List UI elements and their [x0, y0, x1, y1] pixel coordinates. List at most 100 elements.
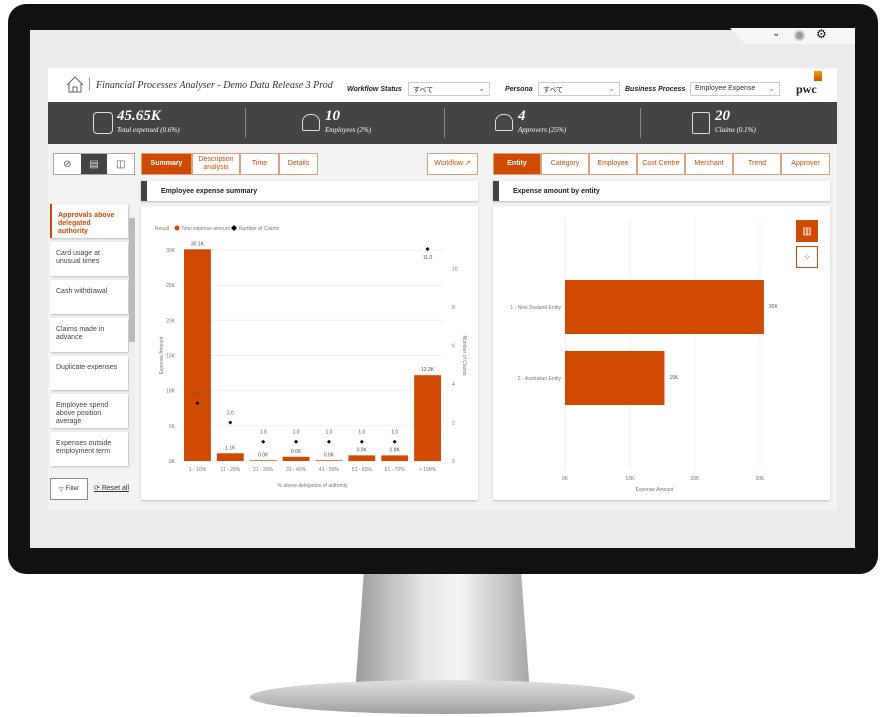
x-tick-label: 30K — [756, 476, 766, 482]
legend-item: Total expense amount — [181, 226, 231, 232]
filter-button[interactable]: ▽ Filter — [50, 478, 88, 500]
bar-chart-icon[interactable]: ▥ — [796, 220, 818, 242]
bar — [565, 351, 665, 405]
kpi-approvers-label: Approvers (25%) — [518, 126, 567, 134]
dashboard: Financial Processes Analyser - Demo Data… — [48, 68, 837, 510]
header: Financial Processes Analyser - Demo Data… — [48, 68, 837, 102]
bar — [348, 455, 376, 461]
bar-data-label: 0.6K — [291, 449, 302, 455]
x-tick-label: 10K — [626, 476, 636, 482]
sidebar-item[interactable]: Card usage at unusual times — [50, 242, 128, 276]
business-process-select[interactable]: Employee Expense ⌄ — [690, 82, 780, 96]
y-tick-label: 30K — [166, 248, 176, 254]
chevron-down-icon[interactable]: ⌄ — [772, 28, 781, 39]
tab-entity[interactable]: Entity — [493, 153, 541, 175]
sidebar-item[interactable]: Cash withdrawal — [50, 280, 128, 314]
tab-time[interactable]: Time — [240, 153, 279, 175]
entity-panel: 0K 10K 20K 30K 1 - New Zealand Entity 30K 2 - … — [493, 206, 830, 500]
x-axis-label: % above delegation of authority — [277, 483, 348, 489]
sidebar-item[interactable]: Expenses outside employment term — [50, 432, 128, 466]
kpi-approvers-value: 4 — [518, 108, 526, 124]
x-tick-label: 41 - 50% — [319, 467, 340, 473]
home-icon[interactable] — [66, 76, 84, 93]
bar — [249, 460, 277, 461]
bar — [565, 280, 764, 334]
gear-icon[interactable]: ⚙ — [816, 27, 827, 41]
profile-icon[interactable] — [794, 30, 805, 41]
bar-data-label: 0.8K — [390, 447, 401, 453]
claims-point — [326, 439, 331, 444]
compass-icon[interactable]: ⊘ — [63, 158, 72, 170]
window-toolbar: ⌄ ⚙ — [730, 28, 855, 44]
bar — [414, 375, 441, 461]
x-tick-label: 21 - 30% — [253, 467, 274, 473]
x-tick-label: 51 - 60% — [352, 467, 373, 473]
legend-marker — [231, 225, 237, 231]
bar — [184, 249, 211, 461]
tab-cost-centre[interactable]: Cost Centre — [637, 153, 685, 175]
workflow-button[interactable]: Workflow ↗ — [427, 153, 478, 175]
tab-employee[interactable]: Employee — [589, 153, 637, 175]
kpi-employees-label: Employees (2%) — [325, 126, 372, 134]
sidebar-item[interactable]: Employee spend above position average — [50, 394, 128, 428]
legend-item: Number of Claims — [239, 226, 280, 232]
y-tick-label: 5K — [169, 424, 176, 430]
tab-category[interactable]: Category — [541, 153, 589, 175]
panel-title: Expense amount by entity — [493, 181, 830, 201]
bar-data-label: 0.0K — [324, 452, 335, 458]
people-icon — [495, 114, 513, 131]
bar-data-label: 15K — [669, 375, 679, 381]
sidebar-scrollbar[interactable] — [129, 214, 135, 462]
claims-point — [261, 439, 266, 444]
pwc-logo: pwc — [796, 82, 817, 96]
y-tick-label: 15K — [166, 354, 176, 360]
claims-point — [228, 420, 233, 425]
tab-details[interactable]: Details — [279, 153, 318, 175]
claims-point — [359, 439, 364, 444]
persona-select[interactable]: すべて ⌄ — [538, 82, 620, 96]
y2-tick-label: 10 — [452, 266, 458, 272]
tab-approver[interactable]: Approver — [781, 153, 830, 175]
entity-tabs: Entity Category Employee Cost Centre Merchan… — [493, 153, 830, 175]
claims-data-label: 2.0 — [227, 410, 234, 416]
workflow-status-select[interactable]: すべて ⌄ — [408, 82, 490, 96]
y2-tick-label: 2 — [452, 420, 455, 426]
sidebar-item[interactable]: Approvals above delegated authority — [50, 204, 128, 238]
sidebar-item[interactable]: Claims made in advance — [50, 318, 128, 352]
sidebar-item[interactable]: Duplicate expenses — [50, 356, 128, 390]
filter-icon: ▽ — [59, 486, 64, 493]
claims-point — [195, 401, 200, 406]
coins-icon — [93, 112, 113, 134]
y-tick-label: 2 - Australian Entity — [518, 376, 562, 382]
scatter-chart-icon[interactable]: ⁘ — [796, 246, 818, 268]
claims-data-label: 1.0 — [260, 430, 267, 436]
bar-data-label: 0.0K — [258, 452, 269, 458]
claims-data-label: 1.0 — [293, 430, 300, 436]
x-tick-label: 1 - 10% — [189, 467, 207, 473]
bar-data-label: 12.2K — [421, 367, 435, 373]
tab-summary[interactable]: Summary — [141, 153, 192, 175]
clipboard-icon[interactable]: ▤ — [80, 154, 108, 174]
summary-tabs: Summary Description analysis Time Details — [141, 153, 318, 175]
claims-point — [392, 439, 397, 444]
claims-data-label: 1.0 — [325, 430, 332, 436]
entity-chart: 0K 10K 20K 30K 1 - New Zealand Entity 30K 2 - … — [510, 218, 778, 493]
expense-summary-chart: Result Total expense amount Number of Clai… — [155, 225, 467, 489]
app-title: Financial Processes Analyser - Demo Data… — [96, 80, 333, 91]
bar-data-label: 30.1K — [191, 241, 205, 247]
people-icon — [302, 114, 320, 131]
x-tick-label: 61 - 70% — [385, 467, 406, 473]
y2-tick-label: 8 — [452, 305, 455, 311]
y2-tick-label: 0 — [452, 459, 455, 465]
kpi-claims-value: 20 — [715, 108, 730, 124]
reset-all-button[interactable]: ⟳ Reset all — [94, 485, 130, 492]
claims-data-label: 1.0 — [391, 430, 398, 436]
tab-merchant[interactable]: Merchant — [685, 153, 733, 175]
claims-data-label: 1.0 — [358, 430, 365, 436]
tab-description-analysis[interactable]: Description analysis — [192, 153, 240, 175]
sidebar: Approvals above delegated authority Card … — [48, 204, 140, 466]
robot-icon[interactable]: ◫ — [115, 158, 126, 170]
y-tick-label: 10K — [166, 389, 176, 395]
tab-trend[interactable]: Trend — [733, 153, 781, 175]
bar — [381, 455, 409, 461]
